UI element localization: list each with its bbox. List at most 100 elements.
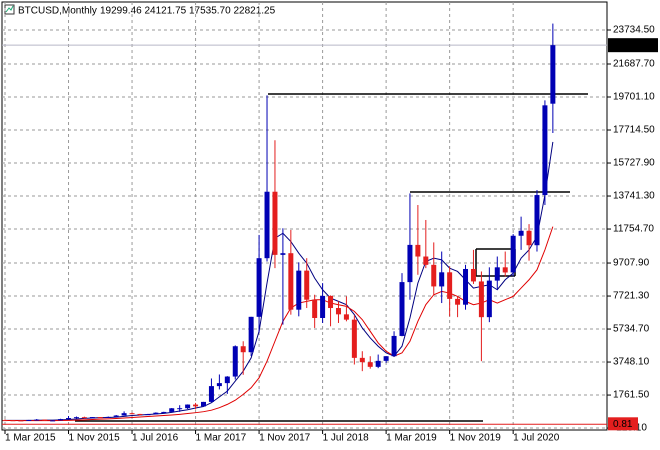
candle-body (296, 270, 302, 310)
candle-body (232, 346, 238, 377)
candle-body (18, 420, 24, 422)
x-tick-label: 1 Jul 2016 (132, 433, 179, 444)
candle-body (399, 282, 405, 336)
candle-body (288, 253, 294, 310)
low-level-label: 0.81 (613, 419, 633, 430)
app-icon (4, 4, 15, 15)
x-tick-label: 1 Nov 2019 (450, 433, 502, 444)
y-tick-label: 17714.50 (613, 125, 655, 136)
candle-body (280, 253, 286, 255)
indicator-line (5, 226, 554, 422)
candle-body (343, 314, 349, 320)
candle-body (201, 401, 206, 407)
y-tick-label: 5734.70 (613, 324, 650, 335)
x-tick-label: 1 Nov 2017 (259, 433, 311, 444)
candle-body (486, 280, 492, 318)
candle-body (470, 268, 476, 282)
candle-body (2, 420, 8, 422)
candle-body (312, 299, 318, 318)
candle-body (463, 268, 469, 305)
candle-body (137, 413, 143, 415)
candle-body (391, 335, 397, 357)
indicator-line (5, 141, 554, 421)
plot-frame (1, 1, 608, 431)
candle-body (550, 45, 556, 104)
candle-body (359, 357, 365, 363)
candle-body (89, 417, 95, 419)
candle-body (42, 419, 48, 421)
candle-body (129, 413, 135, 415)
candle-body (320, 295, 326, 318)
x-tick-label: 1 Jul 2018 (323, 433, 370, 444)
candle-body (169, 408, 175, 412)
candle-body (105, 416, 111, 418)
candle-body (145, 414, 151, 416)
candle-body (304, 270, 310, 300)
candle-body (272, 191, 278, 255)
candle-body (58, 419, 64, 421)
candle-body (224, 376, 230, 384)
ohlc-header: 19299.46 24121.75 17535.70 22821.25 (100, 6, 276, 17)
y-tick-label: 3748.10 (613, 357, 650, 368)
candle-body (367, 362, 373, 367)
x-tick-label: 1 Jul 2020 (513, 433, 560, 444)
candle-body (439, 272, 445, 287)
candle-body (478, 281, 484, 318)
last-price-box (608, 38, 658, 53)
candle-body (407, 244, 413, 283)
candle-body (66, 418, 72, 420)
y-tick-label: 1761.50 (613, 390, 650, 401)
candle-body (121, 413, 127, 416)
y-tick-label: 21687.70 (613, 59, 655, 70)
candle-body (455, 298, 461, 305)
y-tick-label: 23734.50 (613, 25, 655, 36)
candle-body (256, 258, 262, 317)
candle-body (97, 417, 103, 419)
candle-body (335, 308, 341, 315)
candle-body (518, 230, 524, 236)
candle-body (10, 420, 16, 422)
x-tick-label: 1 Mar 2019 (386, 433, 437, 444)
candle-body (431, 264, 437, 287)
candle-body (328, 295, 334, 309)
candle-body (494, 267, 500, 281)
low-level-box (608, 417, 638, 431)
x-tick-label: 1 Nov 2015 (69, 433, 121, 444)
candle-body (248, 316, 254, 353)
y-tick-label: 7721.30 (613, 291, 650, 302)
candle-body (185, 404, 191, 409)
candle-body (216, 383, 222, 387)
candle-body (81, 417, 87, 419)
candle-body (26, 419, 32, 421)
candle-body (383, 356, 389, 361)
candle-body (177, 408, 183, 410)
candle-body (526, 230, 532, 246)
candle-body (161, 411, 167, 413)
last-price-label: 22821.25 (613, 40, 655, 51)
y-tick-label: 19701.10 (613, 92, 655, 103)
candle-body (73, 417, 79, 419)
x-tick-label: 1 Mar 2015 (5, 433, 56, 444)
candle-body (351, 319, 357, 358)
candle-body (50, 420, 56, 422)
candle-body (113, 415, 119, 417)
candle-body (510, 235, 516, 273)
candle-body (153, 412, 159, 415)
candle-body (264, 191, 270, 259)
candle-body (193, 404, 199, 407)
candle-body (415, 244, 421, 257)
candle-body (208, 386, 214, 402)
y-tick-label: 11754.70 (613, 224, 654, 235)
candle-body (240, 346, 246, 353)
candle-body (423, 256, 429, 265)
candle-body (34, 419, 40, 421)
candle-body (502, 267, 508, 273)
candle-body (447, 272, 453, 299)
candle-body (375, 360, 381, 367)
symbol: BTCUSD,Monthly (18, 6, 97, 17)
y-tick-label: 9707.90 (613, 258, 650, 269)
y-tick-label: 13741.30 (613, 191, 655, 202)
candle-body (534, 195, 540, 246)
candle-body (542, 105, 548, 196)
